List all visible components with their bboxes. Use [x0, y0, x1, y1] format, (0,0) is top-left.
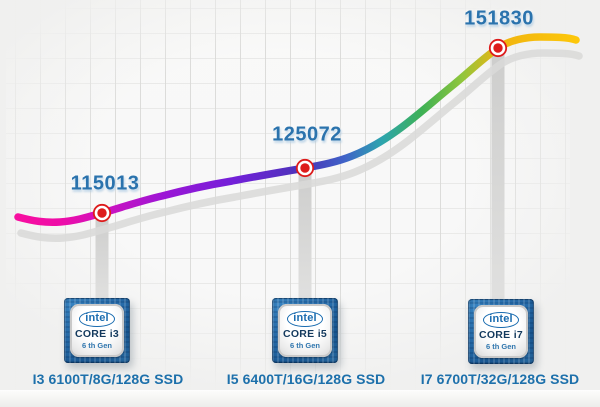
chip-gen-label: 6 th Gen	[289, 340, 320, 350]
curve-shadow	[17, 49, 583, 242]
score-value-i3: 115013	[70, 172, 140, 195]
chip-core-label: CORE i5	[282, 328, 328, 341]
data-point-marker-i7	[488, 38, 508, 58]
floor-strip	[0, 391, 600, 407]
intel-logo-icon: intel	[483, 312, 519, 329]
chip-core-label: CORE i3	[74, 328, 120, 341]
cpu-chip-icon-i7: intel CORE i7 6 th Gen	[468, 299, 534, 364]
cpu-config-label-i7: I7 6700T/32G/128G SSD	[420, 371, 580, 387]
intel-logo-icon: intel	[287, 311, 323, 328]
chip-gen-label: 6 th Gen	[81, 340, 112, 350]
cpu-chip-icon-i5: intel CORE i5 6 th Gen	[272, 298, 338, 363]
cpu-config-label-i3: I3 6100T/8G/128G SSD	[32, 371, 184, 387]
drop-lines	[95, 48, 505, 300]
drop-line-i5	[298, 168, 312, 299]
intel-logo-icon: intel	[79, 311, 115, 328]
score-value-i7: 151830	[464, 7, 534, 30]
cpu-config-label-i5: I5 6400T/16G/128G SSD	[226, 371, 386, 387]
data-point-marker-i5	[295, 158, 315, 178]
cpu-chip-icon-i3: intel CORE i3 6 th Gen	[64, 298, 130, 363]
chip-gen-label: 6 th Gen	[485, 341, 516, 351]
data-point-marker-i3	[92, 203, 112, 223]
drop-line-i7	[491, 48, 505, 300]
score-value-i5: 125072	[272, 123, 342, 146]
chip-core-label: CORE i7	[478, 329, 524, 342]
